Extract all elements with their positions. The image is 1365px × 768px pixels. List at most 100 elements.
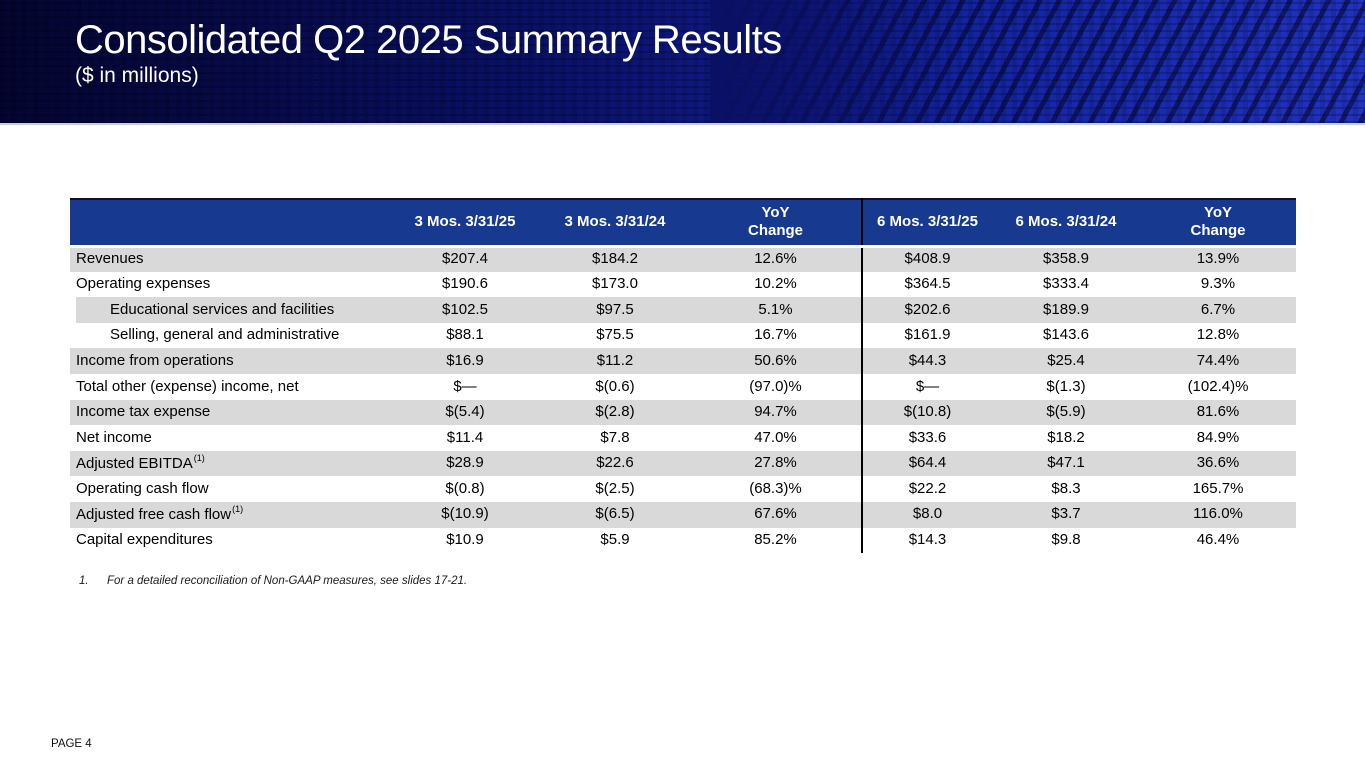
cell-value: 12.6%: [690, 246, 863, 272]
cell-value: $—: [453, 377, 477, 395]
cell-value: 47.0%: [690, 425, 863, 451]
cell-value: 84.9%: [1196, 428, 1240, 446]
cell-value: $143.6: [1043, 326, 1089, 344]
cell-value: $3.7: [992, 501, 1140, 528]
cell-value: $408.9: [862, 246, 992, 272]
row-label: Capital expenditures: [76, 531, 213, 549]
table-row: Total other (expense) income, net $— $(0.6…: [70, 373, 1296, 400]
cell-value: $(0.8): [445, 479, 485, 497]
row-label: Net income: [76, 428, 152, 446]
cell-value: 27.8%: [690, 450, 863, 477]
table-row: Revenues $207.4 $184.2 12.6% $408.9 $358.9 13.…: [70, 246, 1296, 272]
row-label: Income from operations: [70, 348, 390, 374]
cell-value: $(10.8): [862, 399, 992, 426]
cell-value: 13.9%: [1140, 246, 1296, 272]
col-header-6mos-2024: 6 Mos. 3/31/24: [992, 198, 1140, 248]
col-header-blank: [70, 198, 390, 248]
cell-value: $44.3: [862, 348, 992, 374]
cell-value: $18.2: [1047, 428, 1085, 446]
col-header-yoy-change-q: YoY Change: [690, 198, 863, 248]
cell-value: $(2.8): [540, 399, 690, 426]
col-header-yoy-change-h: YoY Change: [1140, 198, 1296, 248]
cell-value: $11.4: [446, 428, 484, 446]
cell-value: 116.0%: [1140, 501, 1296, 528]
title-banner: Consolidated Q2 2025 Summary Results ($ …: [0, 0, 1365, 125]
cell-value: (102.4)%: [1187, 377, 1249, 395]
cell-value: $207.4: [390, 246, 540, 272]
cell-value: $—: [915, 377, 940, 395]
cell-value: $9.8: [1051, 531, 1081, 549]
cell-value: $364.5: [904, 275, 951, 293]
banner-text-block: Consolidated Q2 2025 Summary Results ($ …: [75, 18, 782, 88]
cell-value: $(5.9): [992, 399, 1140, 426]
row-label: Selling, general and administrative: [110, 326, 340, 344]
footnote-text: For a detailed reconciliation of Non-GAA…: [107, 575, 468, 587]
cell-value: $7.8: [600, 428, 630, 446]
cell-value: 67.6%: [690, 501, 863, 528]
row-label: Adjusted free cash flow(1): [70, 501, 390, 528]
cell-value: 16.7%: [690, 322, 863, 349]
cell-value: $189.9: [992, 297, 1140, 323]
cell-value: $22.2: [908, 479, 947, 497]
cell-value: $(10.9): [390, 501, 540, 528]
cell-value: 50.6%: [690, 348, 863, 374]
table-row: Income tax expense $(5.4) $(2.8) 94.7% $(10.…: [70, 399, 1296, 426]
page-number: PAGE 4: [51, 738, 92, 750]
table-body: Revenues $207.4 $184.2 12.6% $408.9 $358.9 13.…: [70, 246, 1296, 554]
cell-value: $(1.3): [1046, 377, 1086, 395]
cell-value: $333.4: [1043, 275, 1089, 293]
summary-table-wrapper: 3 Mos. 3/31/25 3 Mos. 3/31/24 YoY Change…: [70, 198, 1296, 554]
row-label: Operating cash flow: [76, 479, 209, 497]
cell-value: $161.9: [904, 326, 951, 344]
col-header-6mos-2025: 6 Mos. 3/31/25: [862, 198, 992, 248]
cell-value: $(2.5): [595, 479, 635, 497]
table-row: Income from operations $16.9 $11.2 50.6% $44…: [70, 348, 1296, 374]
summary-results-table: 3 Mos. 3/31/25 3 Mos. 3/31/24 YoY Change…: [70, 198, 1296, 554]
cell-value: $25.4: [992, 348, 1140, 374]
table-row: Operating expenses $190.6 $173.0 10.2% $364.…: [70, 271, 1296, 298]
cell-value: 165.7%: [1192, 479, 1244, 497]
cell-value: $190.6: [442, 275, 488, 293]
cell-value: $184.2: [540, 246, 690, 272]
footnote: 1. For a detailed reconciliation of Non-…: [79, 575, 467, 587]
cell-value: 6.7%: [1140, 297, 1296, 323]
cell-value: $202.6: [862, 297, 992, 323]
cell-value: $11.2: [540, 348, 690, 374]
cell-value: 85.2%: [690, 527, 863, 554]
table-row: Operating cash flow $(0.8) $(2.5) (68.3)% $2…: [70, 476, 1296, 502]
row-label: Operating expenses: [76, 275, 211, 293]
row-label: Revenues: [70, 246, 390, 272]
cell-value: $(5.4): [390, 399, 540, 426]
cell-value: $5.9: [600, 531, 630, 549]
cell-value: $14.3: [908, 531, 947, 549]
cell-value: $358.9: [992, 246, 1140, 272]
table-row: Adjusted EBITDA(1) $28.9 $22.6 27.8% $64.4 $4…: [70, 450, 1296, 477]
cell-value: $173.0: [592, 275, 638, 293]
cell-value: $88.1: [446, 326, 484, 344]
row-label: Income tax expense: [70, 399, 390, 426]
cell-value: 94.7%: [690, 399, 863, 426]
cell-value: $16.9: [390, 348, 540, 374]
table-row: Educational services and facilities $102.…: [70, 297, 1296, 323]
cell-value: $33.6: [908, 428, 947, 446]
table-row: Capital expenditures $10.9 $5.9 85.2% $14.3 $…: [70, 527, 1296, 554]
cell-value: 12.8%: [1196, 326, 1240, 344]
cell-value: $8.3: [1051, 479, 1081, 497]
cell-value: $10.9: [446, 531, 484, 549]
table-row: Selling, general and administrative $88.1…: [70, 322, 1296, 349]
cell-value: 9.3%: [1200, 275, 1236, 293]
cell-value: $64.4: [862, 450, 992, 477]
cell-value: (97.0)%: [690, 373, 863, 400]
row-label: Adjusted EBITDA(1): [70, 450, 390, 477]
cell-value: 36.6%: [1140, 450, 1296, 477]
col-header-3mos-2025: 3 Mos. 3/31/25: [390, 198, 540, 248]
slide-subtitle: ($ in millions): [75, 63, 199, 87]
footnote-marker: (1): [193, 452, 205, 463]
cell-value: $8.0: [862, 501, 992, 528]
cell-value: $22.6: [540, 450, 690, 477]
cell-value: $(6.5): [540, 501, 690, 528]
cell-value: $97.5: [540, 297, 690, 323]
row-label: Educational services and facilities: [70, 297, 390, 323]
cell-value: $47.1: [992, 450, 1140, 477]
